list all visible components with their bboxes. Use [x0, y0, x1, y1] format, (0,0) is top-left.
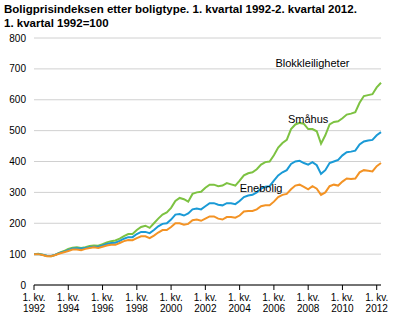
svg-text:Blokkleiligheter: Blokkleiligheter	[275, 57, 349, 69]
svg-text:1. kv.1996: 1. kv.1996	[91, 292, 114, 314]
svg-text:700: 700	[9, 63, 26, 74]
svg-text:Småhus: Småhus	[288, 113, 329, 125]
svg-text:1. kv.2012: 1. kv.2012	[365, 292, 388, 314]
svg-text:400: 400	[9, 156, 26, 167]
svg-text:1. kv.2002: 1. kv.2002	[194, 292, 217, 314]
svg-text:600: 600	[9, 94, 26, 105]
svg-text:Enebolig: Enebolig	[240, 182, 283, 194]
html-text:Boligprisindeksen etter boligt: Boligprisindeksen etter boligtype. 1. kv…	[4, 3, 357, 15]
svg-text:100: 100	[9, 249, 26, 260]
svg-text:500: 500	[9, 125, 26, 136]
svg-text:200: 200	[9, 218, 26, 229]
svg-text:1. kv.1998: 1. kv.1998	[125, 292, 148, 314]
svg-text:800: 800	[9, 33, 26, 44]
svg-text:1. kv.1994: 1. kv.1994	[57, 292, 80, 314]
svg-text:1. kv.2006: 1. kv.2006	[262, 292, 285, 314]
svg-text:300: 300	[9, 187, 26, 198]
svg-text:1. kv.1992: 1. kv.1992	[22, 292, 45, 314]
svg-text:0: 0	[20, 280, 26, 291]
svg-text:1. kv.2004: 1. kv.2004	[228, 292, 251, 314]
svg-text:1. kv.2008: 1. kv.2008	[297, 292, 320, 314]
svg-text:1. kv.2010: 1. kv.2010	[331, 292, 354, 314]
html-text:1. kvartal 1992=100: 1. kvartal 1992=100	[4, 17, 109, 29]
svg-text:1. kv.2000: 1. kv.2000	[160, 292, 183, 314]
